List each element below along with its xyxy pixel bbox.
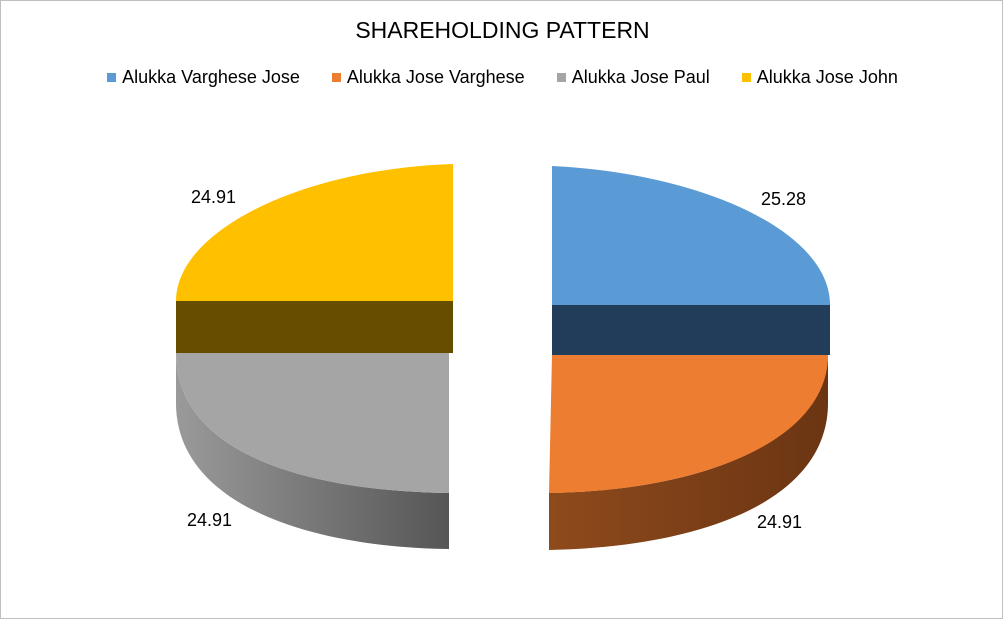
data-label-alukka-jose-varghese: 24.91 <box>757 512 802 532</box>
legend-item-alukka-jose-john: Alukka Jose John <box>741 67 898 88</box>
legend-label: Alukka Varghese Jose <box>122 67 300 87</box>
legend-label: Alukka Jose Paul <box>571 67 710 87</box>
slice-alukka-jose-paul-side <box>176 353 449 549</box>
slice-alukka-jose-paul <box>176 353 449 493</box>
legend-item-alukka-jose-varghese: Alukka Jose Varghese <box>331 67 525 88</box>
slice-alukka-varghese-jose-side <box>552 305 830 355</box>
legend: Alukka Varghese Jose Alukka Jose Varghes… <box>1 67 1003 88</box>
legend-swatch <box>741 73 751 82</box>
legend-swatch <box>107 73 117 82</box>
data-label-alukka-varghese-jose: 25.28 <box>761 189 806 209</box>
data-label-alukka-jose-john: 24.91 <box>191 187 236 207</box>
slice-alukka-varghese-jose <box>552 166 830 305</box>
slice-alukka-jose-john-side <box>176 301 453 353</box>
data-label-alukka-jose-paul: 24.91 <box>187 510 232 530</box>
chart-title: SHAREHOLDING PATTERN <box>355 17 650 43</box>
slice-alukka-jose-john <box>176 164 453 301</box>
legend-swatch <box>556 73 566 82</box>
legend-swatch <box>331 73 341 82</box>
slice-alukka-jose-varghese-side <box>549 353 828 550</box>
legend-label: Alukka Jose John <box>756 67 898 87</box>
legend-item-alukka-jose-paul: Alukka Jose Paul <box>556 67 710 88</box>
legend-label: Alukka Jose Varghese <box>346 67 525 87</box>
legend-item-alukka-varghese-jose: Alukka Varghese Jose <box>107 67 300 88</box>
slice-alukka-jose-varghese <box>549 355 828 493</box>
